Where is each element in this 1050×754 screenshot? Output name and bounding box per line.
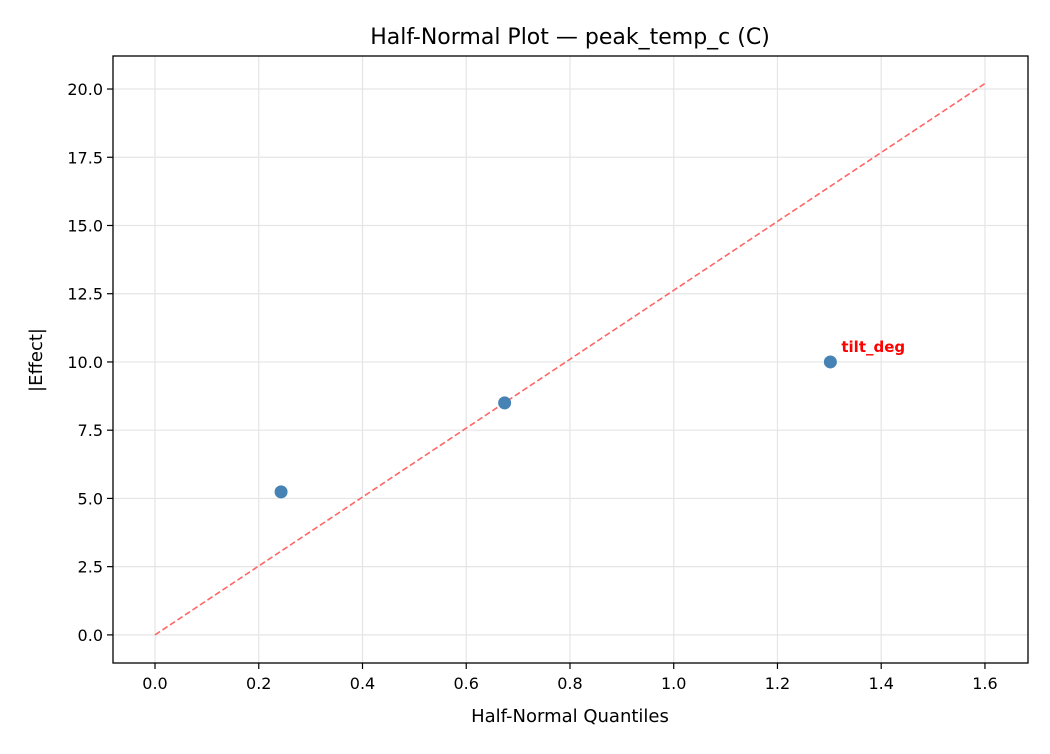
x-tick-label: 1.2 [765, 674, 790, 693]
x-tick-label: 0.0 [142, 674, 167, 693]
x-axis-label: Half-Normal Quantiles [471, 706, 669, 727]
x-tick-label: 1.6 [972, 674, 997, 693]
chart-title: Half-Normal Plot — peak_temp_c (C) [370, 25, 770, 50]
data-point [823, 355, 837, 369]
y-tick-label: 7.5 [78, 421, 103, 440]
y-axis-label: |Effect| [26, 328, 47, 392]
x-tick-label: 0.6 [454, 674, 479, 693]
y-tick-label: 17.5 [67, 148, 103, 167]
x-tick-label: 0.8 [557, 674, 582, 693]
reference-line-group [154, 82, 986, 636]
y-tick-label: 12.5 [67, 285, 103, 304]
reference-line [154, 82, 986, 636]
x-tick-label: 0.4 [350, 674, 375, 693]
y-tick-label: 0.0 [78, 626, 103, 645]
data-point [274, 485, 288, 499]
grid [113, 56, 1028, 663]
y-tick-label: 15.0 [67, 216, 103, 235]
x-tick-label: 1.4 [868, 674, 893, 693]
points-group: tilt_deg [274, 338, 905, 499]
x-tick-label: 0.2 [246, 674, 271, 693]
x-ticks: 0.0 0.2 0.4 0.6 0.8 1.0 1.2 1.4 1.6 [142, 663, 998, 693]
y-tick-label: 20.0 [67, 80, 103, 99]
y-tick-label: 5.0 [78, 489, 103, 508]
data-point [498, 396, 512, 410]
point-annotation: tilt_deg [841, 338, 905, 356]
x-tick-label: 1.0 [661, 674, 686, 693]
y-tick-label: 10.0 [67, 353, 103, 372]
y-tick-label: 2.5 [78, 558, 103, 577]
y-ticks: 0.0 2.5 5.0 7.5 10.0 12.5 15.0 17.5 20.0 [67, 80, 113, 645]
